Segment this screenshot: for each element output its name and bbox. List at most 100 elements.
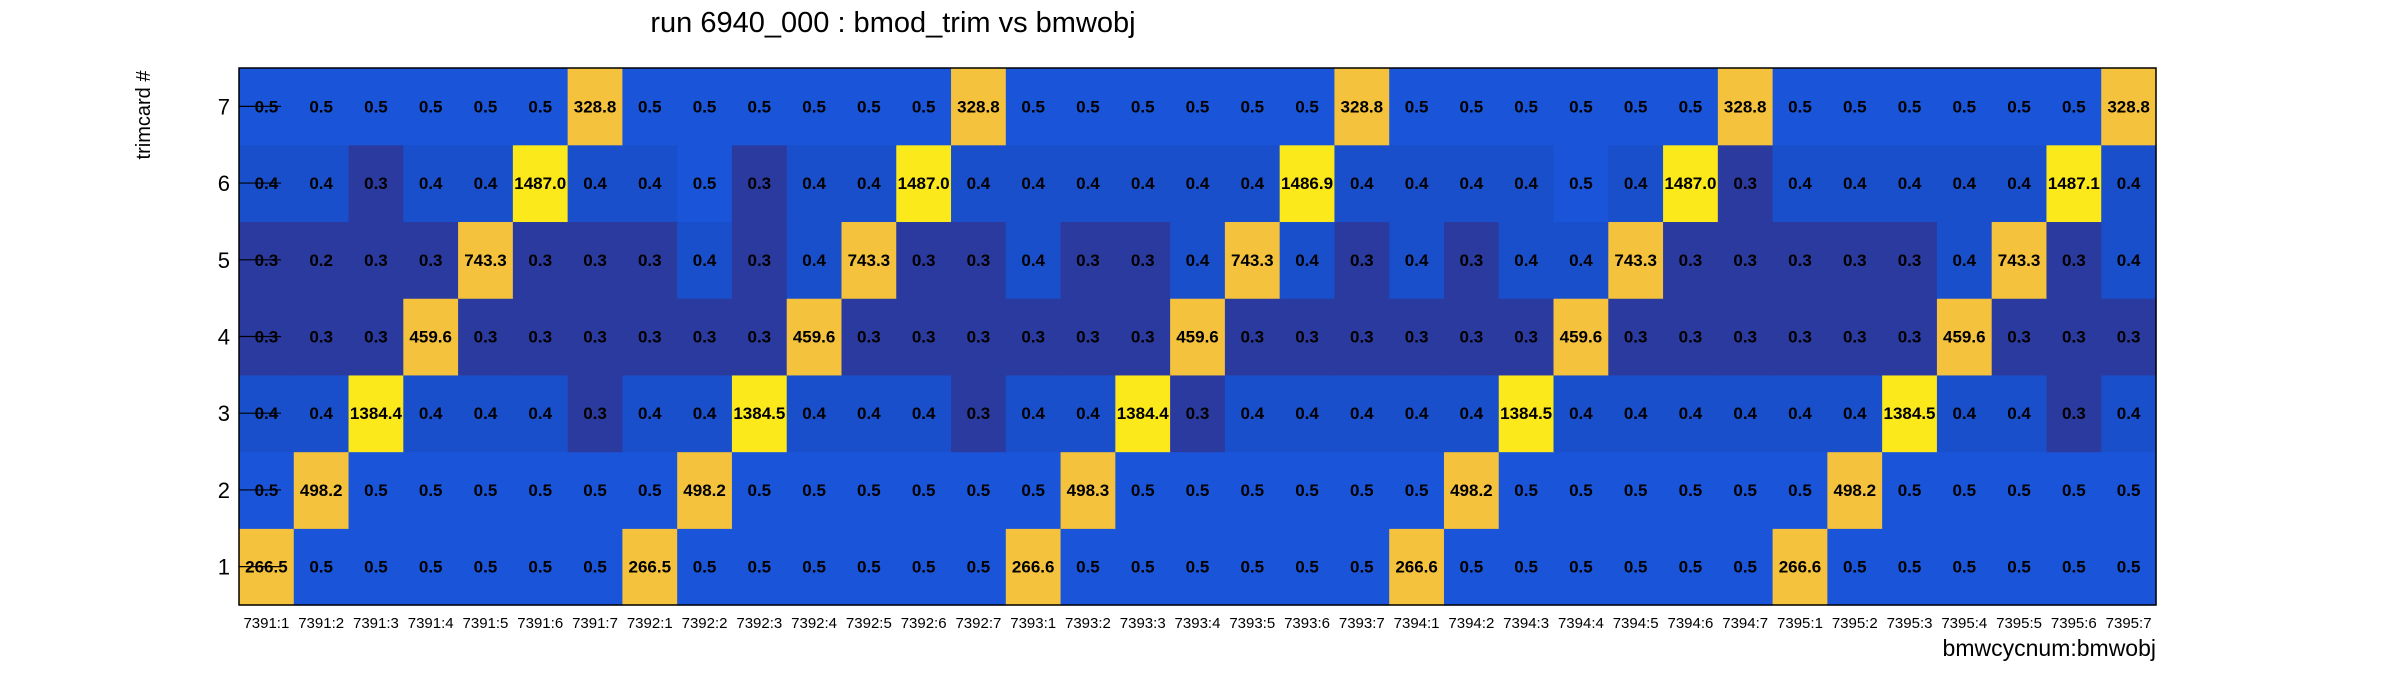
cell-value-label: 0.4 [1460,174,1484,193]
heatmap-cell [786,451,843,529]
x-tick-label: 7391:5 [463,615,509,632]
heatmap-cell [1608,298,1664,376]
heatmap-cell [1115,298,1171,376]
cell-value-label: 0.3 [2117,328,2141,347]
heatmap-cell [1170,68,1226,146]
x-tick-label: 7392:3 [736,615,782,632]
cell-value-label: 0.4 [1131,174,1155,193]
heatmap-cell [1991,221,2048,299]
heatmap-cell [1334,68,1390,146]
cell-value-label: 0.4 [1021,404,1045,423]
cell-value-label: 0.5 [1460,558,1484,577]
cell-value-label: 0.3 [309,328,333,347]
heatmap-cell [1717,298,1774,376]
cell-value-label: 0.5 [1733,481,1757,500]
cell-value-label: 0.3 [1460,251,1484,270]
heatmap-cell [1936,298,1993,376]
heatmap-cell [2046,144,2102,223]
cell-value-label: 0.5 [1898,558,1922,577]
heatmap-cell [1717,144,1774,223]
cell-value-label: 1384.5 [1500,404,1552,423]
cell-value-label: 0.5 [1131,97,1155,116]
heatmap-cell [1115,374,1171,453]
cell-value-label: 0.5 [857,481,881,500]
heatmap-cell [1498,68,1555,146]
heatmap-cell [1279,298,1336,376]
heatmap-cell [403,451,459,529]
heatmap-cell [567,68,623,146]
cell-value-label: 0.3 [638,328,662,347]
cell-value-label: 0.5 [693,97,717,116]
heatmap-cell [1060,451,1116,529]
cell-value-label: 0.5 [1843,97,1867,116]
cell-value-label: 0.5 [309,558,333,577]
heatmap-cell [1772,221,1828,299]
cell-value-label: 498.2 [1833,481,1876,500]
cell-value-label: 0.3 [583,328,607,347]
cell-value-label: 459.6 [793,328,836,347]
cell-value-label: 0.5 [364,97,388,116]
heatmap-cell [1936,528,1993,606]
heatmap-cell [567,298,623,376]
x-tick-label: 7394:4 [1558,615,1604,632]
cell-value-label: 0.5 [693,174,717,193]
heatmap-cell [2101,144,2157,223]
cell-value-label: 0.5 [1240,558,1264,577]
heatmap-cell [512,528,569,606]
cell-value-label: 0.3 [1350,328,1374,347]
x-tick-label: 7394:7 [1722,615,1768,632]
heatmap-cell [896,68,952,146]
cell-value-label: 0.5 [1733,558,1757,577]
x-tick-label: 7393:6 [1284,615,1330,632]
x-tick-label: 7391:2 [298,615,344,632]
cell-value-label: 0.5 [1295,97,1319,116]
heatmap-cell [1389,68,1445,146]
x-tick-label: 7395:7 [2106,615,2152,632]
cell-value-label: 1486.9 [1281,174,1333,193]
cell-value-label: 0.4 [1514,174,1538,193]
heatmap-cell [1005,528,1062,606]
cell-value-label: 0.3 [1733,328,1757,347]
heatmap-cell [348,528,404,606]
heatmap-cell [348,68,404,146]
heatmap-cell [1991,528,2048,606]
cell-value-label: 0.4 [1460,404,1484,423]
heatmap-cell [1498,298,1555,376]
cell-value-label: 0.5 [474,558,498,577]
cell-value-label: 0.5 [1679,558,1703,577]
cell-value-label: 0.3 [1733,174,1757,193]
cell-value-label: 0.4 [1788,174,1812,193]
heatmap-cell [841,298,897,376]
cell-value-label: 0.3 [1460,328,1484,347]
heatmap-cell [1498,144,1555,223]
heatmap-cell [2046,298,2102,376]
cell-value-label: 0.3 [419,251,443,270]
heatmap-cell [841,451,897,529]
heatmap-cell [1717,221,1774,299]
heatmap-cell [1553,451,1609,529]
cell-value-label: 0.4 [693,251,717,270]
heatmap-cell [1991,68,2048,146]
cell-value-label: 0.5 [1460,97,1484,116]
heatmap-cell [951,221,1007,299]
cell-value-label: 0.3 [1679,328,1703,347]
x-tick-label: 7391:3 [353,615,399,632]
y-tick-label: 4 [218,325,230,350]
heatmap-cell [677,374,733,453]
cell-value-label: 0.5 [1788,97,1812,116]
cell-value-label: 1487.0 [898,174,950,193]
cell-value-label: 0.4 [419,174,443,193]
heatmap-cell [1882,451,1938,529]
heatmap-cell [1882,528,1938,606]
x-tick-label: 7393:5 [1229,615,1275,632]
heatmap-cell [622,451,678,529]
heatmap-cell [1827,298,1883,376]
heatmap-cell [1279,528,1336,606]
axes: 1 2 3 4 5 6 7 7391:1 7391:2 7391:3 7391:4 7391:5 739… [218,94,2152,632]
heatmap-cell [1334,221,1390,299]
heatmap-cell [1827,221,1883,299]
cell-value-label: 0.3 [1788,251,1812,270]
heatmap-cell [841,68,897,146]
cell-value-label: 0.5 [967,558,991,577]
